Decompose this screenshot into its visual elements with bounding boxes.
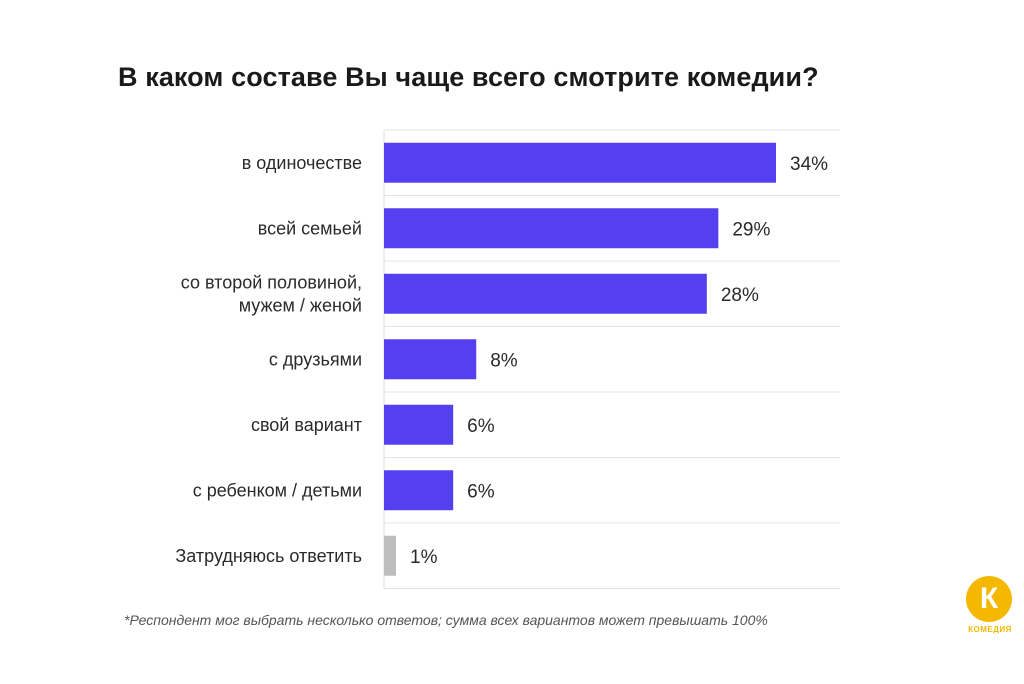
category-label: со второй половиной, [181, 272, 362, 292]
value-label: 28% [721, 285, 759, 306]
logo-letter: К [966, 576, 1012, 622]
value-label: 8% [490, 350, 518, 371]
chart-title: В каком составе Вы чаще всего смотрите к… [118, 62, 819, 92]
category-label: с ребенком / детьми [193, 480, 362, 500]
bar [384, 142, 776, 183]
value-label: 1% [410, 547, 438, 568]
brand-logo: К КОМЕДИЯ [964, 576, 1016, 636]
logo-text: КОМЕДИЯ [968, 625, 1012, 634]
bars [384, 142, 776, 576]
category-label: свой вариант [251, 415, 362, 435]
category-label: Затрудняюсь ответить [175, 546, 362, 566]
bar [384, 339, 477, 380]
labels: 34% в одиночестве 29% всей семьей 28% со втор… [175, 153, 828, 568]
gridlines [383, 129, 840, 589]
category-label: мужем / женой [239, 295, 362, 315]
footnote: *Респондент мог выбрать несколько ответо… [124, 612, 768, 628]
bar [384, 404, 454, 445]
category-label: с друзьями [269, 349, 362, 369]
bar [384, 470, 454, 511]
value-label: 34% [790, 154, 828, 175]
value-label: 29% [732, 219, 770, 240]
category-label: в одиночестве [242, 153, 362, 173]
value-label: 6% [467, 481, 495, 502]
bar [384, 273, 707, 314]
category-label: всей семьей [258, 218, 362, 238]
bar [384, 535, 396, 576]
value-label: 6% [467, 416, 495, 437]
bar [384, 208, 719, 249]
